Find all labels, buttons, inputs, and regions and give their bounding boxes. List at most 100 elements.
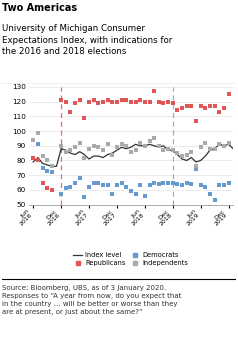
Point — [96, 180, 100, 185]
Point — [185, 180, 189, 185]
Point — [148, 139, 151, 144]
Point — [166, 180, 170, 185]
Point — [124, 98, 128, 103]
Point — [143, 143, 147, 149]
Point — [222, 143, 226, 149]
Point — [83, 155, 86, 160]
Point — [152, 136, 156, 141]
Point — [166, 146, 170, 151]
Point — [64, 186, 68, 191]
Text: Source: Bloomberg, UBS, as of 3 January 2020.
Responses to “A year from now, do : Source: Bloomberg, UBS, as of 3 January … — [2, 285, 182, 315]
Point — [171, 100, 175, 106]
Point — [180, 183, 184, 188]
Point — [208, 146, 212, 151]
Point — [222, 183, 226, 188]
Point — [45, 168, 49, 174]
Point — [213, 146, 217, 151]
Point — [87, 99, 91, 104]
Point — [143, 99, 147, 104]
Point — [124, 184, 128, 190]
Point — [203, 140, 207, 146]
Point — [120, 142, 124, 147]
Legend: Index level, Republicans, Democrats, Independents: Index level, Republicans, Democrats, Ind… — [73, 252, 189, 266]
Point — [110, 99, 114, 104]
Point — [189, 181, 193, 187]
Point — [166, 99, 170, 104]
Point — [213, 103, 217, 109]
Point — [148, 99, 151, 104]
Point — [189, 103, 193, 109]
Point — [180, 153, 184, 159]
Point — [96, 145, 100, 150]
Point — [162, 100, 165, 106]
Point — [31, 155, 35, 160]
Point — [152, 180, 156, 185]
Point — [134, 147, 138, 153]
Point — [50, 164, 54, 169]
Point — [59, 192, 63, 197]
Point — [138, 140, 142, 146]
Point — [162, 147, 165, 153]
Point — [171, 180, 175, 185]
Point — [64, 149, 68, 154]
Point — [73, 100, 77, 106]
Point — [45, 186, 49, 191]
Point — [134, 99, 138, 104]
Point — [41, 153, 45, 159]
Point — [199, 183, 203, 188]
Point — [36, 130, 40, 135]
Point — [152, 89, 156, 94]
Point — [106, 142, 109, 147]
Point — [217, 142, 221, 147]
Point — [120, 180, 124, 185]
Point — [101, 183, 105, 188]
Point — [69, 109, 72, 115]
Point — [115, 99, 119, 104]
Point — [45, 158, 49, 163]
Point — [124, 143, 128, 149]
Point — [106, 98, 109, 103]
Point — [73, 180, 77, 185]
Point — [115, 183, 119, 188]
Text: University of Michigan Consumer
Expectations Index, with indications for
the 201: University of Michigan Consumer Expectat… — [2, 24, 173, 56]
Point — [143, 193, 147, 198]
Point — [120, 98, 124, 103]
Point — [92, 98, 96, 103]
Text: Two Americas: Two Americas — [2, 3, 78, 13]
Point — [115, 145, 119, 150]
Point — [171, 147, 175, 153]
Point — [129, 149, 133, 154]
Point — [73, 145, 77, 150]
Point — [138, 98, 142, 103]
Point — [227, 140, 230, 146]
Point — [69, 184, 72, 190]
Point — [36, 142, 40, 147]
Point — [157, 143, 161, 149]
Point — [194, 167, 198, 172]
Point — [180, 105, 184, 110]
Point — [157, 99, 161, 104]
Point — [83, 194, 86, 200]
Point — [227, 92, 230, 97]
Point — [138, 183, 142, 188]
Point — [217, 183, 221, 188]
Point — [175, 150, 179, 156]
Point — [175, 108, 179, 113]
Point — [78, 175, 82, 181]
Point — [64, 99, 68, 104]
Point — [96, 100, 100, 106]
Point — [110, 192, 114, 197]
Point — [157, 181, 161, 187]
Point — [208, 192, 212, 197]
Point — [41, 165, 45, 170]
Point — [129, 189, 133, 194]
Point — [59, 143, 63, 149]
Point — [50, 169, 54, 175]
Point — [185, 103, 189, 109]
Point — [162, 180, 165, 185]
Point — [227, 180, 230, 185]
Point — [87, 184, 91, 190]
Point — [194, 118, 198, 123]
Point — [129, 99, 133, 104]
Point — [175, 181, 179, 187]
